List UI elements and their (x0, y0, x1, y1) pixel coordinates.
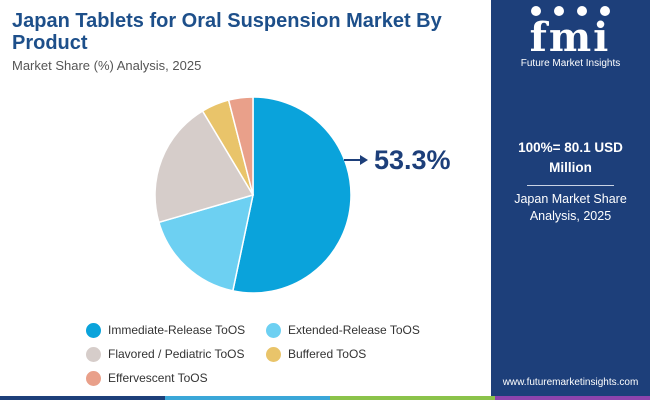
legend-item: Buffered ToOS (266, 342, 446, 366)
strip-segment (330, 396, 495, 400)
website-link[interactable]: www.futuremarketinsights.com (502, 377, 639, 388)
annotation-label: 53.3% (374, 145, 451, 175)
legend-item: Flavored / Pediatric ToOS (86, 342, 266, 366)
legend-item: Immediate-Release ToOS (86, 318, 266, 342)
pie-slice-immediate-release-toos (231, 96, 352, 294)
legend-swatch (86, 322, 101, 338)
legend-swatch (266, 346, 281, 362)
strip-segment (0, 396, 165, 400)
legend-label: Extended-Release ToOS (288, 323, 420, 337)
pie-slice-flavored-pediatric-toos (154, 109, 255, 224)
fmi-logo: fmi (529, 14, 611, 61)
strip-segment (495, 396, 650, 400)
legend-label: Effervescent ToOS (108, 371, 208, 385)
legend-swatch (86, 370, 101, 386)
pie-slice-effervescent-toos (227, 96, 254, 196)
annotation-arrow (344, 155, 368, 165)
legend-label: Flavored / Pediatric ToOS (108, 347, 245, 361)
strip-segment (165, 396, 330, 400)
divider (527, 185, 614, 186)
side-panel: fmi Future Market Insights 100%= 80.1 US… (491, 0, 650, 396)
legend-label: Buffered ToOS (288, 347, 367, 361)
bottom-strip (0, 396, 650, 400)
legend-item: Extended-Release ToOS (266, 318, 446, 342)
legend-label: Immediate-Release ToOS (108, 323, 246, 337)
legend-item: Effervescent ToOS (86, 366, 266, 390)
legend-swatch (266, 322, 281, 338)
legend: Immediate-Release ToOS Extended-Release T… (86, 318, 446, 390)
logo-icons (531, 6, 610, 16)
analysis-label: Japan Market Share Analysis, 2025 (514, 192, 627, 223)
market-total: 100%= 80.1 USD Million (518, 140, 623, 175)
pie-slice-extended-release-toos (157, 193, 254, 292)
pie-slices (154, 96, 352, 294)
legend-swatch (86, 346, 101, 362)
chart-title: Japan Tablets for Oral Suspension Market… (12, 10, 442, 54)
chart-subtitle: Market Share (%) Analysis, 2025 (12, 58, 202, 73)
pie-chart: 53.3% (154, 96, 451, 294)
logo-caption: Future Market Insights (520, 58, 621, 69)
